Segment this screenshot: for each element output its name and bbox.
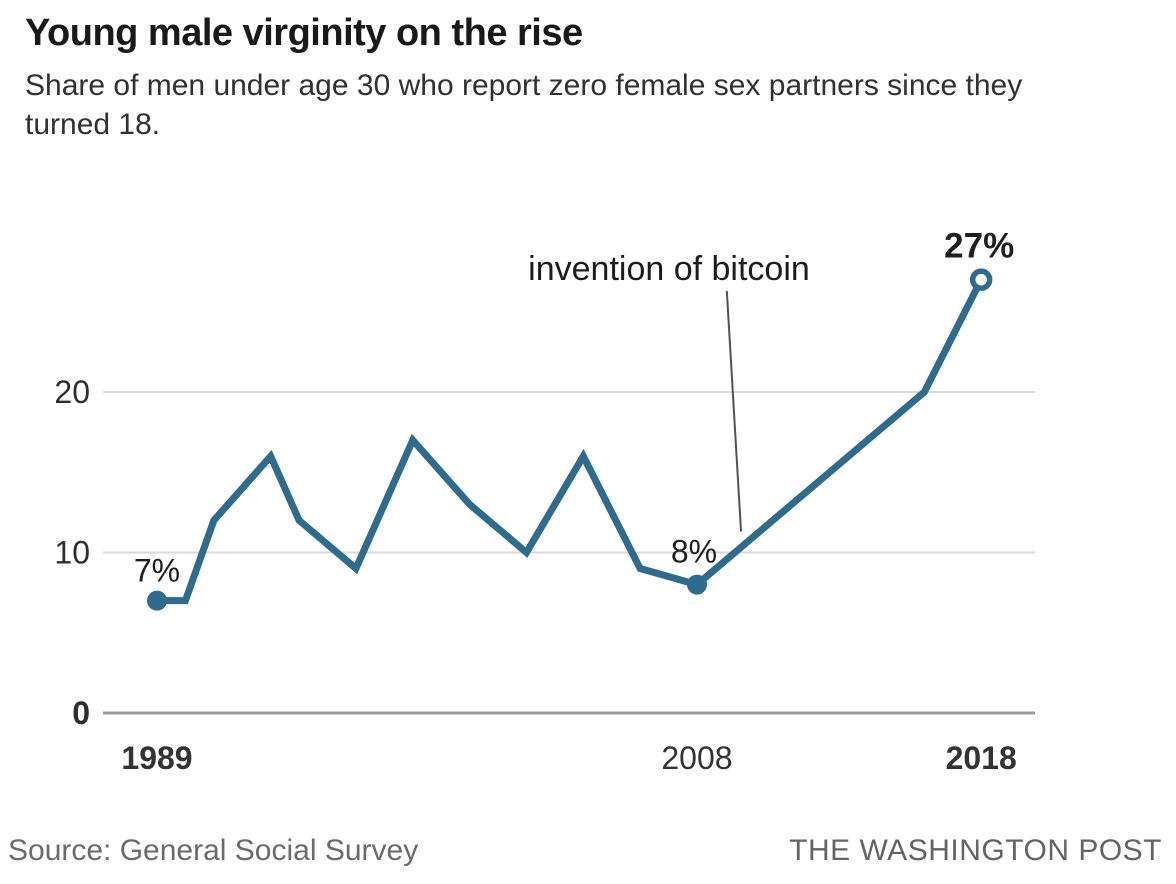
y-tick-label: 20 bbox=[54, 374, 90, 410]
chart-subtitle: Share of men under age 30 who report zer… bbox=[25, 69, 1023, 141]
y-tick-label: 10 bbox=[54, 535, 90, 571]
source-credit: Source: General Social Survey bbox=[8, 834, 419, 867]
y-tick-label: 0 bbox=[72, 695, 90, 731]
annotation-label: invention of bitcoin bbox=[528, 250, 810, 288]
data-point-open-dot bbox=[969, 268, 993, 291]
data-point-filled-dot bbox=[147, 590, 167, 611]
data-point-filled-dot bbox=[686, 574, 707, 595]
publisher-brand: THE WASHINGTON POST bbox=[789, 834, 1162, 867]
x-tick-label: 1989 bbox=[121, 740, 192, 776]
point-value-label: 7% bbox=[134, 553, 180, 589]
chart-title: Young male virginity on the rise bbox=[25, 12, 583, 54]
point-value-label: 27% bbox=[944, 227, 1014, 266]
x-tick-label: 2008 bbox=[661, 740, 732, 776]
annotation-pointer-line bbox=[725, 290, 743, 532]
point-value-label: 8% bbox=[671, 534, 717, 570]
x-tick-label: 2018 bbox=[946, 740, 1017, 776]
